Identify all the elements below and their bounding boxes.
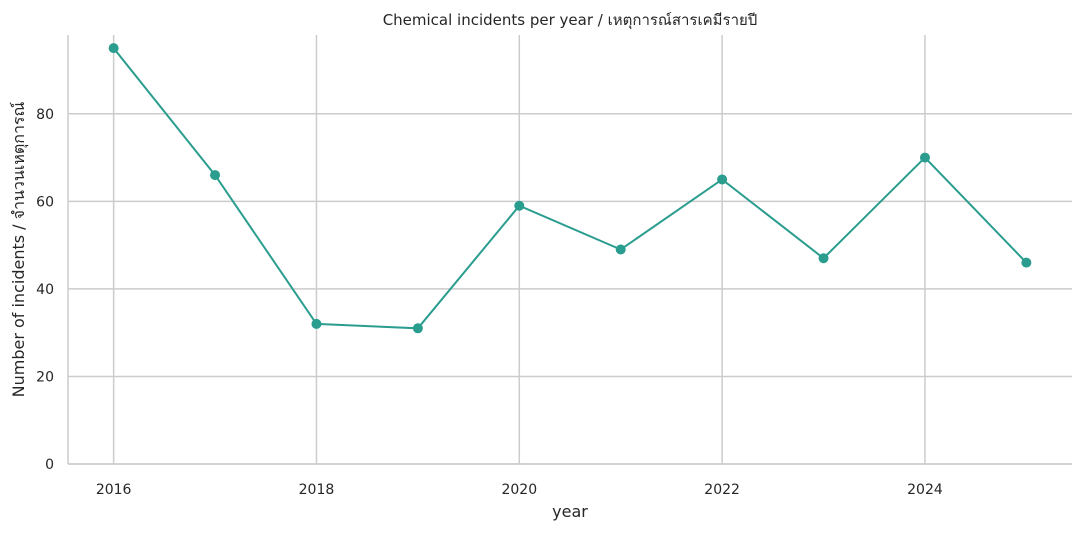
x-tick-label: 2022 — [704, 482, 740, 498]
data-point — [717, 174, 728, 185]
x-tick-label: 2024 — [907, 482, 943, 498]
y-tick-label: 20 — [36, 369, 54, 385]
x-tick-label: 2016 — [96, 482, 132, 498]
data-point — [615, 244, 626, 255]
data-point — [210, 170, 221, 181]
axes-layer — [67, 35, 1072, 465]
data-point — [1021, 257, 1032, 268]
series-layer — [108, 43, 1032, 334]
x-tick-label: 2018 — [299, 482, 335, 498]
data-point — [108, 43, 119, 54]
y-tick-label: 80 — [36, 107, 54, 123]
y-tick-label: 40 — [36, 282, 54, 298]
ticks-layer: 2016 2018 2020 2022 2024 0 20 40 60 80 — [36, 107, 943, 498]
y-axis-label: Number of incidents / จำนวนเหตุการณ์ — [9, 101, 29, 397]
x-tick-label: 2020 — [501, 482, 537, 498]
data-point — [919, 152, 930, 163]
y-tick-label: 60 — [36, 194, 54, 210]
data-point — [514, 200, 525, 211]
series-line — [112, 47, 1028, 330]
data-point — [311, 318, 322, 329]
chart-title: Chemical incidents per year / เหตุการณ์ส… — [383, 11, 758, 30]
grid-layer — [68, 35, 1072, 465]
y-tick-label: 0 — [45, 457, 54, 473]
data-point — [818, 253, 829, 264]
x-axis-label: year — [552, 502, 588, 521]
data-point — [412, 323, 423, 334]
